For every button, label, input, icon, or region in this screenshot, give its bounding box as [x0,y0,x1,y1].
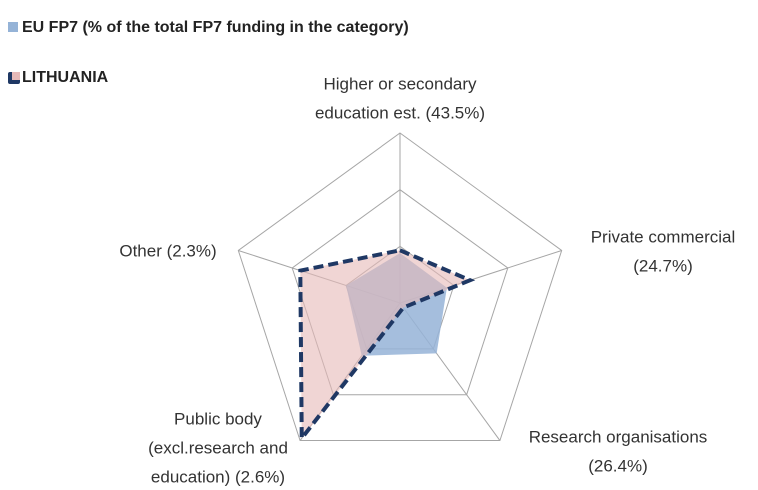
axis-label: education est. (43.5%) [315,103,485,122]
axis-label: Higher or secondary [323,74,477,93]
axis-label: Research organisations [529,427,708,446]
legend-swatch [8,22,18,32]
grid-ring [237,132,563,442]
axis-label: (26.4%) [588,456,648,475]
legend-label: EU FP7 (% of the total FP7 funding in th… [22,19,409,36]
grid-ring [291,189,509,396]
axis-label: (24.7%) [633,256,693,275]
axis-label: education) (2.6%) [151,467,285,486]
axis-label: Private commercial [591,227,736,246]
series-area [298,248,476,445]
axis-label: Public body [174,409,262,428]
axis-label: Other (2.3%) [119,241,216,260]
legend-label: LITHUANIA [22,69,109,86]
legend-icon-inner [12,72,20,80]
axis-label: (excl.research and [148,438,288,457]
